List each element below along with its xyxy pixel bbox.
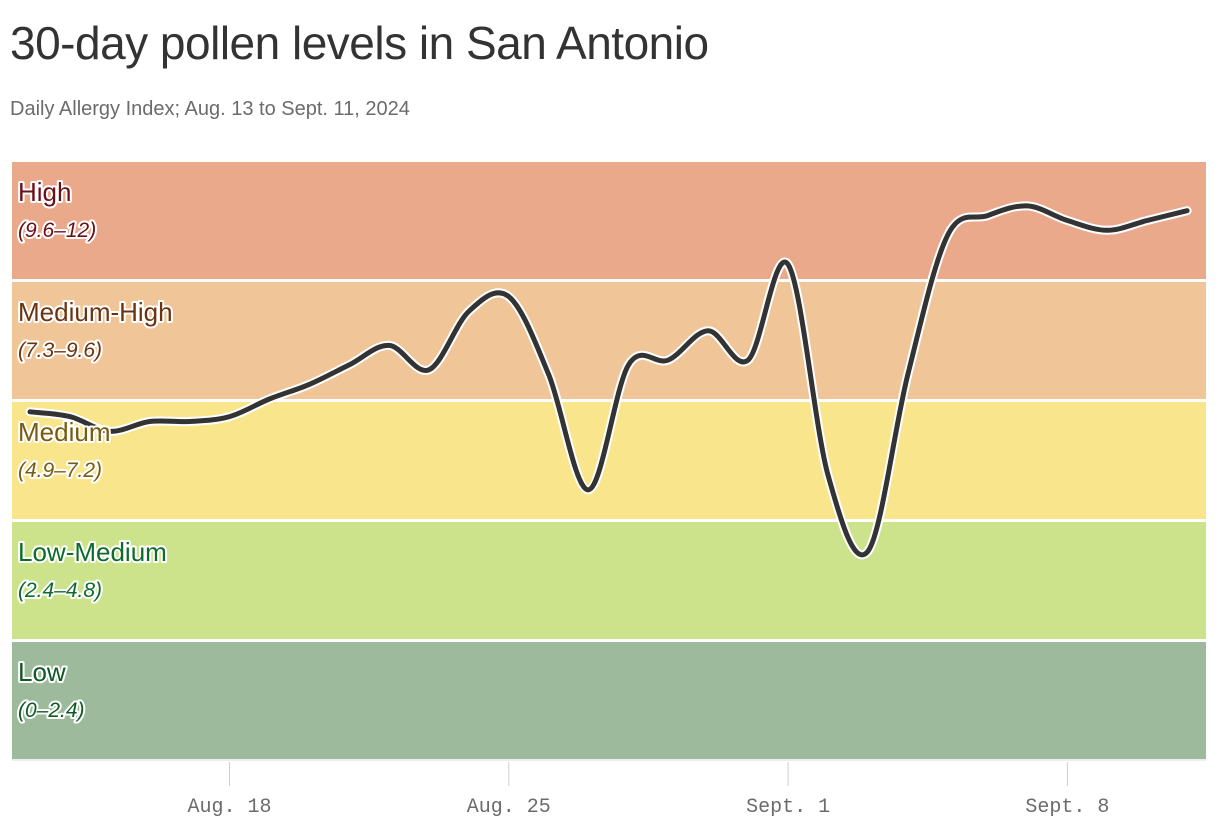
band-range-label: (0–2.4) [18, 699, 85, 722]
band-label: Medium-High [18, 297, 173, 327]
band-medium-high [12, 282, 1206, 399]
data-point [24, 406, 36, 418]
data-point [1061, 215, 1073, 227]
data-point [702, 325, 714, 337]
data-point [583, 484, 595, 496]
x-tick-label: Aug. 18 [187, 796, 271, 819]
band-layer [12, 162, 1206, 759]
data-point [782, 258, 794, 270]
pollen-line-chart: Aug. 18 Aug. 25 Sept. 1 Sept. 8 High (9.6–12… [12, 162, 1206, 819]
data-point [423, 364, 435, 376]
data-point [303, 378, 315, 390]
data-point [224, 411, 236, 423]
chart-title: 30-day pollen levels in San Antonio [10, 17, 709, 69]
data-point [343, 359, 355, 371]
chart-subtitle: Daily Allergy Index; Aug. 13 to Sept. 11… [10, 98, 410, 120]
data-point [742, 354, 754, 366]
data-point [144, 416, 156, 428]
series-line [27, 203, 1190, 558]
data-point [1181, 205, 1193, 217]
data-point [1101, 224, 1113, 236]
band-label: Low-Medium [18, 537, 167, 567]
data-point [982, 210, 994, 222]
data-point [1022, 200, 1034, 212]
band-label: Medium [18, 417, 110, 447]
series-layer [24, 200, 1193, 560]
data-point [623, 359, 635, 371]
data-point [902, 369, 914, 381]
data-point [383, 339, 395, 351]
data-point [1141, 215, 1153, 227]
data-point [822, 469, 834, 481]
band-label: High [18, 177, 71, 207]
band-range-label: (7.3–9.6) [18, 339, 102, 362]
data-point [862, 545, 874, 557]
band-range-label: (9.6–12) [18, 219, 96, 242]
band-label-layer: High (9.6–12) Medium-High (7.3–9.6) Medium (4… [16, 175, 175, 724]
data-point [463, 305, 475, 317]
band-range-label: (4.9–7.2) [18, 459, 102, 482]
data-point [263, 393, 275, 405]
x-tick-label: Aug. 25 [467, 796, 551, 819]
data-point [184, 416, 196, 428]
data-point [942, 229, 954, 241]
x-tick-label: Sept. 8 [1025, 796, 1109, 819]
band-low [12, 642, 1206, 759]
x-axis: Aug. 18 Aug. 25 Sept. 1 Sept. 8 [12, 759, 1206, 819]
band-range-label: (2.4–4.8) [18, 579, 102, 602]
band-high [12, 162, 1206, 279]
band-label: Low [18, 657, 66, 687]
data-point [503, 291, 515, 303]
data-point [543, 369, 555, 381]
data-point [662, 354, 674, 366]
x-tick-label: Sept. 1 [746, 796, 830, 819]
band-low-medium [12, 522, 1206, 639]
